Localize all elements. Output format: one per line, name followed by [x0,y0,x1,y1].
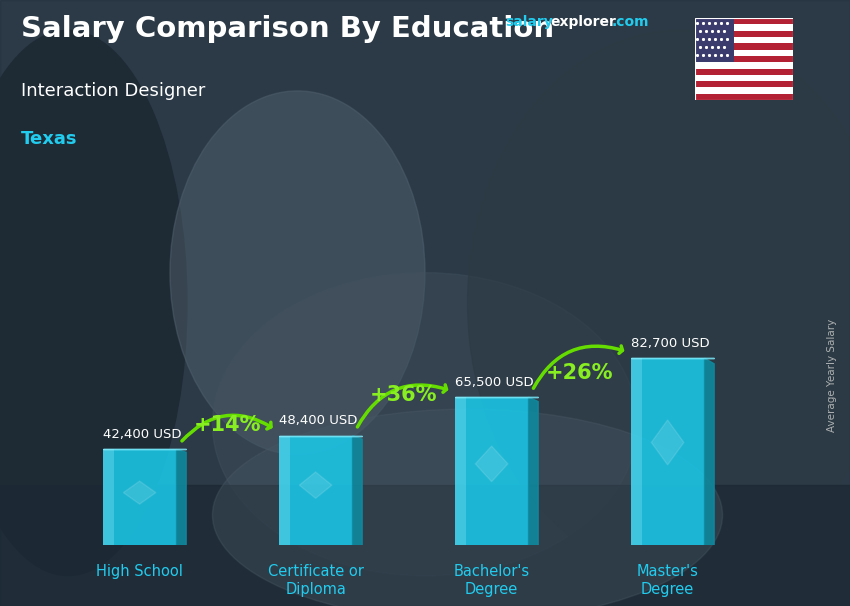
Ellipse shape [170,91,425,454]
Bar [695,18,734,62]
Text: +26%: +26% [546,364,614,384]
Polygon shape [475,446,507,482]
Text: Interaction Designer: Interaction Designer [21,82,206,100]
Ellipse shape [468,30,850,576]
Bar [695,68,793,75]
Bar [695,56,793,62]
Bar [631,358,642,545]
Text: Salary Comparison By Education: Salary Comparison By Education [21,15,554,43]
Text: 48,400 USD: 48,400 USD [279,415,357,427]
Polygon shape [705,358,714,545]
Text: .com: .com [612,15,649,29]
Text: 42,400 USD: 42,400 USD [103,428,181,441]
Bar [695,62,793,68]
Polygon shape [529,397,538,545]
Text: Texas: Texas [21,130,77,148]
Bar [695,18,793,24]
Bar [695,44,793,50]
Polygon shape [177,450,186,545]
Bar [695,94,793,100]
Text: 82,700 USD: 82,700 USD [631,336,709,350]
Bar [279,436,353,545]
Polygon shape [353,436,362,545]
Text: 65,500 USD: 65,500 USD [455,376,533,388]
Bar [695,81,793,87]
Bar [695,75,793,81]
Polygon shape [123,481,156,504]
Bar [695,24,793,31]
Bar [695,37,793,44]
Ellipse shape [212,409,722,606]
Bar [455,397,466,545]
Text: Average Yearly Salary: Average Yearly Salary [827,319,837,432]
Text: salary: salary [506,15,553,29]
Bar [631,358,705,545]
Bar [695,31,793,37]
Bar [103,450,114,545]
Polygon shape [651,420,684,465]
Ellipse shape [212,273,638,576]
Bar [103,450,177,545]
Bar [695,50,793,56]
Ellipse shape [0,30,187,576]
Bar [455,397,529,545]
Bar [0,485,850,606]
Text: +14%: +14% [194,415,261,435]
Bar [279,436,290,545]
Text: explorer: explorer [550,15,615,29]
Bar [695,87,793,94]
Text: +36%: +36% [370,385,438,405]
Polygon shape [299,472,332,498]
